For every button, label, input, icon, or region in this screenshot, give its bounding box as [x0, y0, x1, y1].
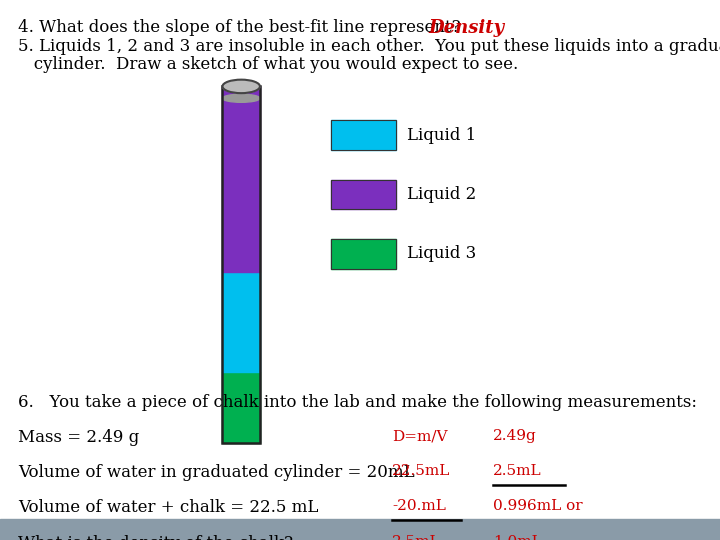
- Bar: [222, 86, 260, 443]
- Ellipse shape: [222, 80, 260, 93]
- Bar: [0, 519, 720, 540]
- Text: Density: Density: [428, 19, 505, 37]
- Bar: [222, 86, 260, 272]
- Text: D=m/V: D=m/V: [392, 429, 448, 443]
- Text: cylinder.  Draw a sketch of what you would expect to see.: cylinder. Draw a sketch of what you woul…: [18, 56, 518, 73]
- Text: 5. Liquids 1, 2 and 3 are insoluble in each other.  You put these liquids into a: 5. Liquids 1, 2 and 3 are insoluble in e…: [18, 38, 720, 55]
- Bar: [331, 179, 396, 209]
- Text: 4. What does the slope of the best-fit line represent?: 4. What does the slope of the best-fit l…: [18, 19, 461, 36]
- Text: 2.5mL: 2.5mL: [392, 535, 441, 540]
- Text: 22.5mL: 22.5mL: [392, 464, 451, 478]
- Text: Volume of water in graduated cylinder = 20mL: Volume of water in graduated cylinder = …: [18, 464, 415, 481]
- Bar: [222, 272, 260, 372]
- Bar: [222, 372, 260, 443]
- Bar: [331, 239, 396, 268]
- Text: Mass = 2.49 g: Mass = 2.49 g: [18, 429, 139, 446]
- Text: -20.mL: -20.mL: [392, 500, 446, 514]
- Text: Liquid 1: Liquid 1: [407, 126, 476, 144]
- Text: Volume of water + chalk = 22.5 mL: Volume of water + chalk = 22.5 mL: [18, 500, 318, 516]
- Text: 2.5mL: 2.5mL: [493, 464, 542, 478]
- Text: What is the density of the chalk?: What is the density of the chalk?: [18, 535, 293, 540]
- Text: 2.49g: 2.49g: [493, 429, 537, 443]
- Bar: [331, 239, 396, 268]
- Bar: [331, 120, 396, 150]
- Bar: [331, 120, 396, 150]
- Text: Liquid 3: Liquid 3: [407, 245, 476, 262]
- Bar: [331, 179, 396, 209]
- Text: 0.996mL or: 0.996mL or: [493, 500, 582, 514]
- Text: Liquid 2: Liquid 2: [407, 186, 476, 203]
- Text: 1.0mL: 1.0mL: [493, 535, 542, 540]
- Text: 6.   You take a piece of chalk into the lab and make the following measurements:: 6. You take a piece of chalk into the la…: [18, 394, 697, 411]
- Ellipse shape: [222, 94, 260, 103]
